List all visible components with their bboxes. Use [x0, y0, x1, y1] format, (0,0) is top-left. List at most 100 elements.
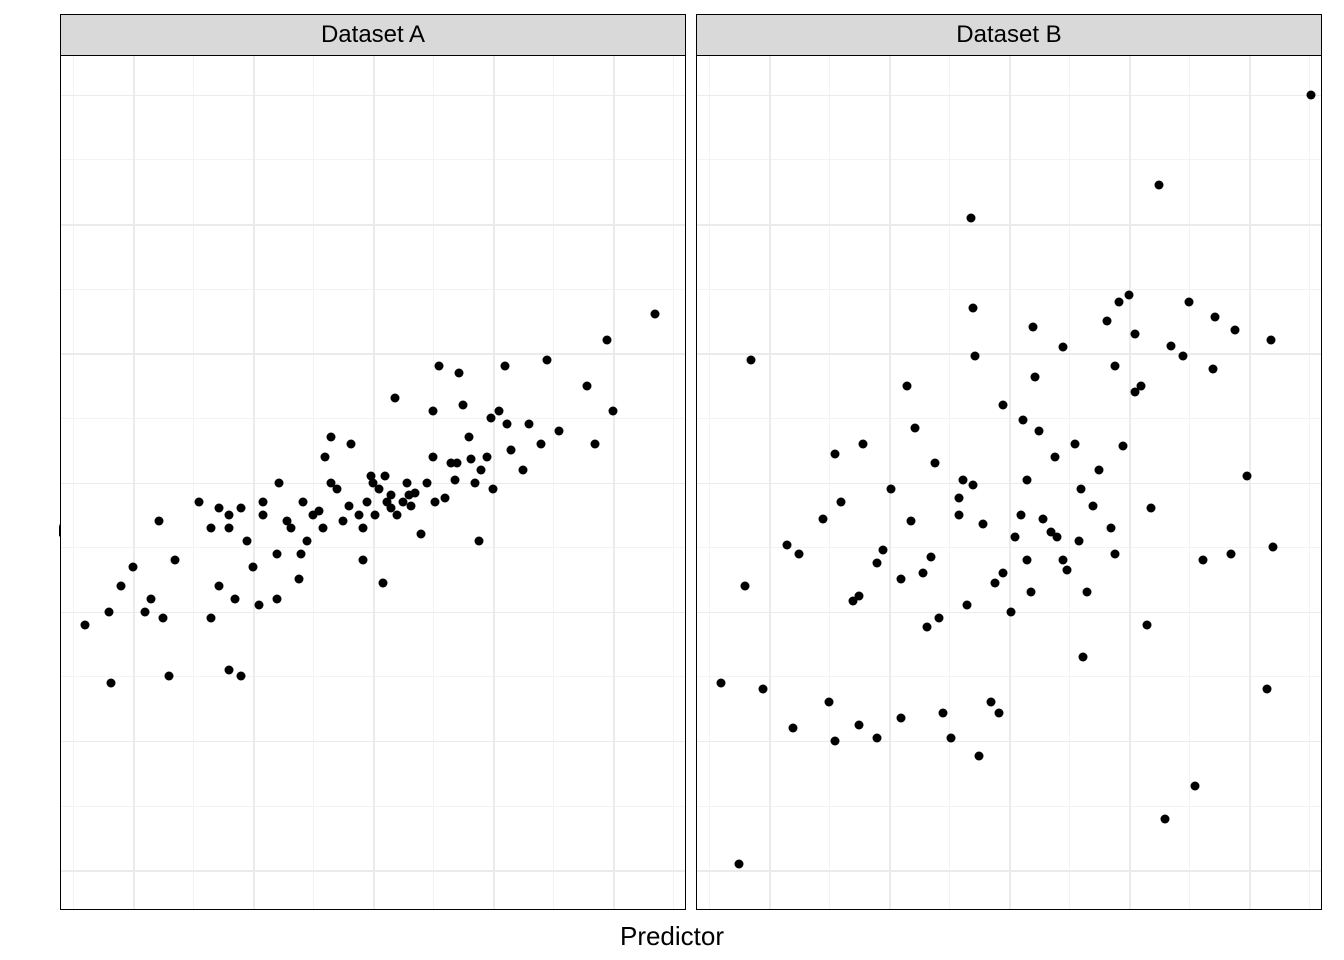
data-point — [1019, 416, 1028, 425]
data-point — [315, 506, 324, 515]
data-point — [543, 355, 552, 364]
data-point — [327, 433, 336, 442]
data-point — [237, 504, 246, 513]
x-axis-label: Predictor — [620, 921, 724, 952]
data-point — [231, 594, 240, 603]
facet-strip-label: Dataset A — [60, 14, 686, 55]
data-point — [609, 407, 618, 416]
data-point — [1155, 181, 1164, 190]
data-point — [1083, 588, 1092, 597]
data-point — [390, 394, 399, 403]
data-point — [471, 478, 480, 487]
data-point — [879, 545, 888, 554]
data-point — [273, 549, 282, 558]
data-point — [299, 497, 308, 506]
data-point — [129, 562, 138, 571]
data-point — [923, 623, 932, 632]
data-point — [1185, 297, 1194, 306]
data-point — [225, 510, 234, 519]
data-point — [318, 523, 327, 532]
data-point — [911, 424, 920, 433]
data-point — [249, 562, 258, 571]
data-point — [954, 510, 963, 519]
gridline-major — [697, 741, 1321, 743]
data-point — [990, 579, 999, 588]
data-point — [1031, 372, 1040, 381]
data-point — [450, 475, 459, 484]
data-point — [1023, 556, 1032, 565]
gridline-major — [697, 224, 1321, 226]
data-point — [1095, 465, 1104, 474]
data-point — [858, 439, 867, 448]
data-point — [927, 553, 936, 562]
data-point — [831, 736, 840, 745]
data-point — [519, 465, 528, 474]
data-point — [165, 672, 174, 681]
data-point — [1115, 297, 1124, 306]
gridline-major — [61, 95, 685, 97]
gridline-major — [697, 95, 1321, 97]
data-point — [429, 452, 438, 461]
data-point — [1029, 323, 1038, 332]
data-point — [453, 459, 462, 468]
data-point — [273, 594, 282, 603]
data-point — [591, 439, 600, 448]
gridline-major — [61, 741, 685, 743]
facet-panel: Dataset B — [696, 14, 1322, 910]
data-point — [947, 734, 956, 743]
data-point — [171, 556, 180, 565]
data-point — [999, 400, 1008, 409]
data-point — [1026, 588, 1035, 597]
data-point — [1023, 475, 1032, 484]
data-point — [429, 407, 438, 416]
gridline-major — [697, 870, 1321, 872]
data-point — [582, 381, 591, 390]
data-point — [969, 481, 978, 490]
data-point — [207, 523, 216, 532]
data-point — [287, 523, 296, 532]
data-point — [411, 488, 420, 497]
data-point — [873, 734, 882, 743]
data-point — [963, 601, 972, 610]
data-point — [486, 413, 495, 422]
data-point — [105, 607, 114, 616]
data-point — [159, 614, 168, 623]
data-point — [375, 484, 384, 493]
data-point — [759, 685, 768, 694]
data-point — [501, 362, 510, 371]
data-point — [507, 446, 516, 455]
data-point — [887, 484, 896, 493]
data-point — [537, 439, 546, 448]
gridline-major — [697, 353, 1321, 355]
data-point — [402, 478, 411, 487]
data-point — [1059, 342, 1068, 351]
data-point — [1269, 543, 1278, 552]
data-point — [215, 504, 224, 513]
data-point — [1017, 510, 1026, 519]
data-point — [117, 581, 126, 590]
data-point — [215, 581, 224, 590]
data-point — [483, 452, 492, 461]
data-point — [1227, 549, 1236, 558]
data-point — [477, 465, 486, 474]
data-point — [603, 336, 612, 345]
data-point — [1107, 523, 1116, 532]
data-point — [651, 310, 660, 319]
data-point — [1035, 426, 1044, 435]
data-point — [381, 472, 390, 481]
data-point — [243, 536, 252, 545]
data-point — [1050, 452, 1059, 461]
data-point — [378, 579, 387, 588]
data-point — [1119, 442, 1128, 451]
data-point — [1211, 313, 1220, 322]
data-point — [1199, 556, 1208, 565]
data-point — [474, 536, 483, 545]
data-point — [555, 426, 564, 435]
data-point — [1074, 536, 1083, 545]
data-point — [1146, 504, 1155, 513]
data-point — [747, 355, 756, 364]
data-point — [255, 601, 264, 610]
data-point — [1110, 549, 1119, 558]
data-point — [1079, 652, 1088, 661]
data-point — [1263, 685, 1272, 694]
